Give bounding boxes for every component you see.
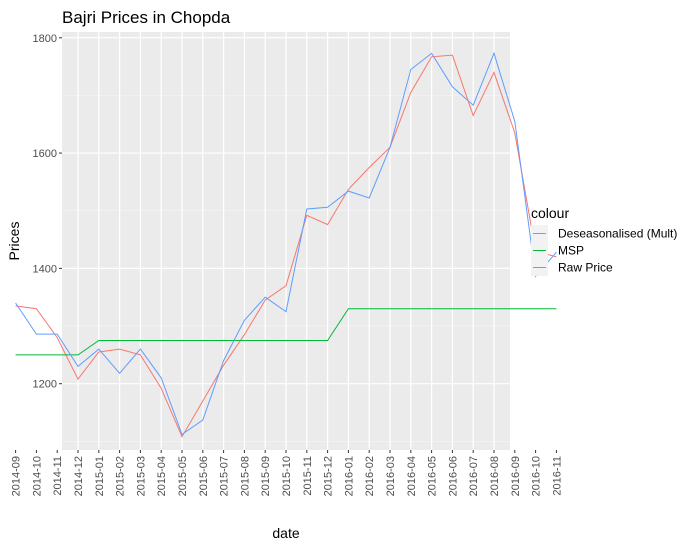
- legend: colour Deseasonalised (Mult) MSP Raw Price: [531, 205, 677, 276]
- x-tick-label: 2016-03: [385, 456, 397, 496]
- x-tick-label: 2016-10: [531, 456, 543, 496]
- x-tick-label: 2015-10: [281, 456, 293, 496]
- x-tick-label: 2015-05: [177, 456, 189, 496]
- y-tick-label: 1800: [33, 33, 57, 45]
- x-tick-label: 2016-11: [551, 456, 563, 496]
- x-tick-label: 2014-12: [73, 456, 85, 496]
- x-tick-label: 2016-08: [489, 456, 501, 496]
- x-tick-label: 2015-12: [323, 456, 335, 496]
- x-tick-label: 2015-08: [239, 456, 251, 496]
- x-tick-label: 2015-03: [135, 456, 147, 496]
- x-axis-title: date: [272, 525, 299, 541]
- y-tick-label: 1200: [33, 379, 57, 391]
- legend-label: Raw Price: [558, 261, 613, 275]
- x-tick-label: 2015-04: [156, 456, 168, 496]
- x-tick-label: 2015-07: [219, 456, 231, 496]
- x-tick-label: 2016-02: [364, 456, 376, 496]
- x-tick-label: 2015-01: [94, 456, 106, 496]
- x-tick-label: 2015-02: [115, 456, 127, 496]
- x-tick-label: 2016-09: [510, 456, 522, 496]
- x-tick-label: 2016-07: [468, 456, 480, 496]
- series-line-raw-price: [15, 51, 557, 436]
- x-tick-label: 2015-09: [260, 456, 272, 496]
- legend-label: Deseasonalised (Mult): [558, 227, 677, 241]
- x-tick-label: 2016-06: [447, 456, 459, 496]
- series-line-deseasonalised-mult: [15, 54, 557, 438]
- x-tick-label: 2014-11: [52, 456, 64, 496]
- x-tick-label: 2015-06: [198, 456, 210, 496]
- legend-label: MSP: [558, 244, 584, 258]
- y-tick-label: 1600: [33, 148, 57, 160]
- major-gridlines: [14, 32, 558, 450]
- y-axis: 1200 1400 1600 1800: [33, 33, 62, 391]
- x-tick-label: 2014-09: [11, 456, 23, 496]
- x-tick-label: 2016-04: [406, 456, 418, 496]
- series-lines: [15, 51, 557, 438]
- y-tick-label: 1400: [33, 263, 57, 275]
- x-tick-label: 2015-11: [302, 456, 314, 496]
- series-line-msp: [15, 308, 557, 356]
- x-axis: 2014-09 2014-10 2014-11 2014-12 2015-01 2015-…: [11, 450, 563, 496]
- legend-title: colour: [531, 205, 569, 221]
- x-tick-label: 2016-05: [427, 456, 439, 496]
- y-axis-title: Prices: [6, 222, 22, 261]
- x-tick-label: 2014-10: [31, 456, 43, 496]
- x-tick-label: 2016-01: [343, 456, 355, 496]
- chart-title: Bajri Prices in Chopda: [62, 8, 231, 27]
